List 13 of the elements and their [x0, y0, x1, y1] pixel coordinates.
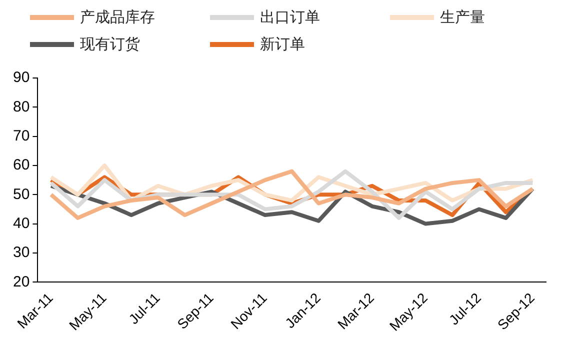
legend-label: 新订单 [260, 35, 305, 54]
y-tick-label: 90 [12, 69, 30, 86]
legend-label: 现有订货 [80, 35, 140, 54]
y-tick-label: 70 [12, 127, 30, 144]
legend-label: 出口订单 [260, 8, 320, 27]
y-tick-label: 50 [12, 186, 30, 203]
y-tick-label: 80 [12, 98, 30, 116]
legend-label: 生产量 [440, 8, 485, 27]
y-tick-label: 30 [12, 244, 30, 262]
y-tick-label: 20 [12, 273, 30, 290]
y-tick-label: 60 [12, 156, 30, 174]
legend-label: 产成品库存 [80, 8, 155, 27]
y-tick-label: 40 [12, 214, 30, 232]
